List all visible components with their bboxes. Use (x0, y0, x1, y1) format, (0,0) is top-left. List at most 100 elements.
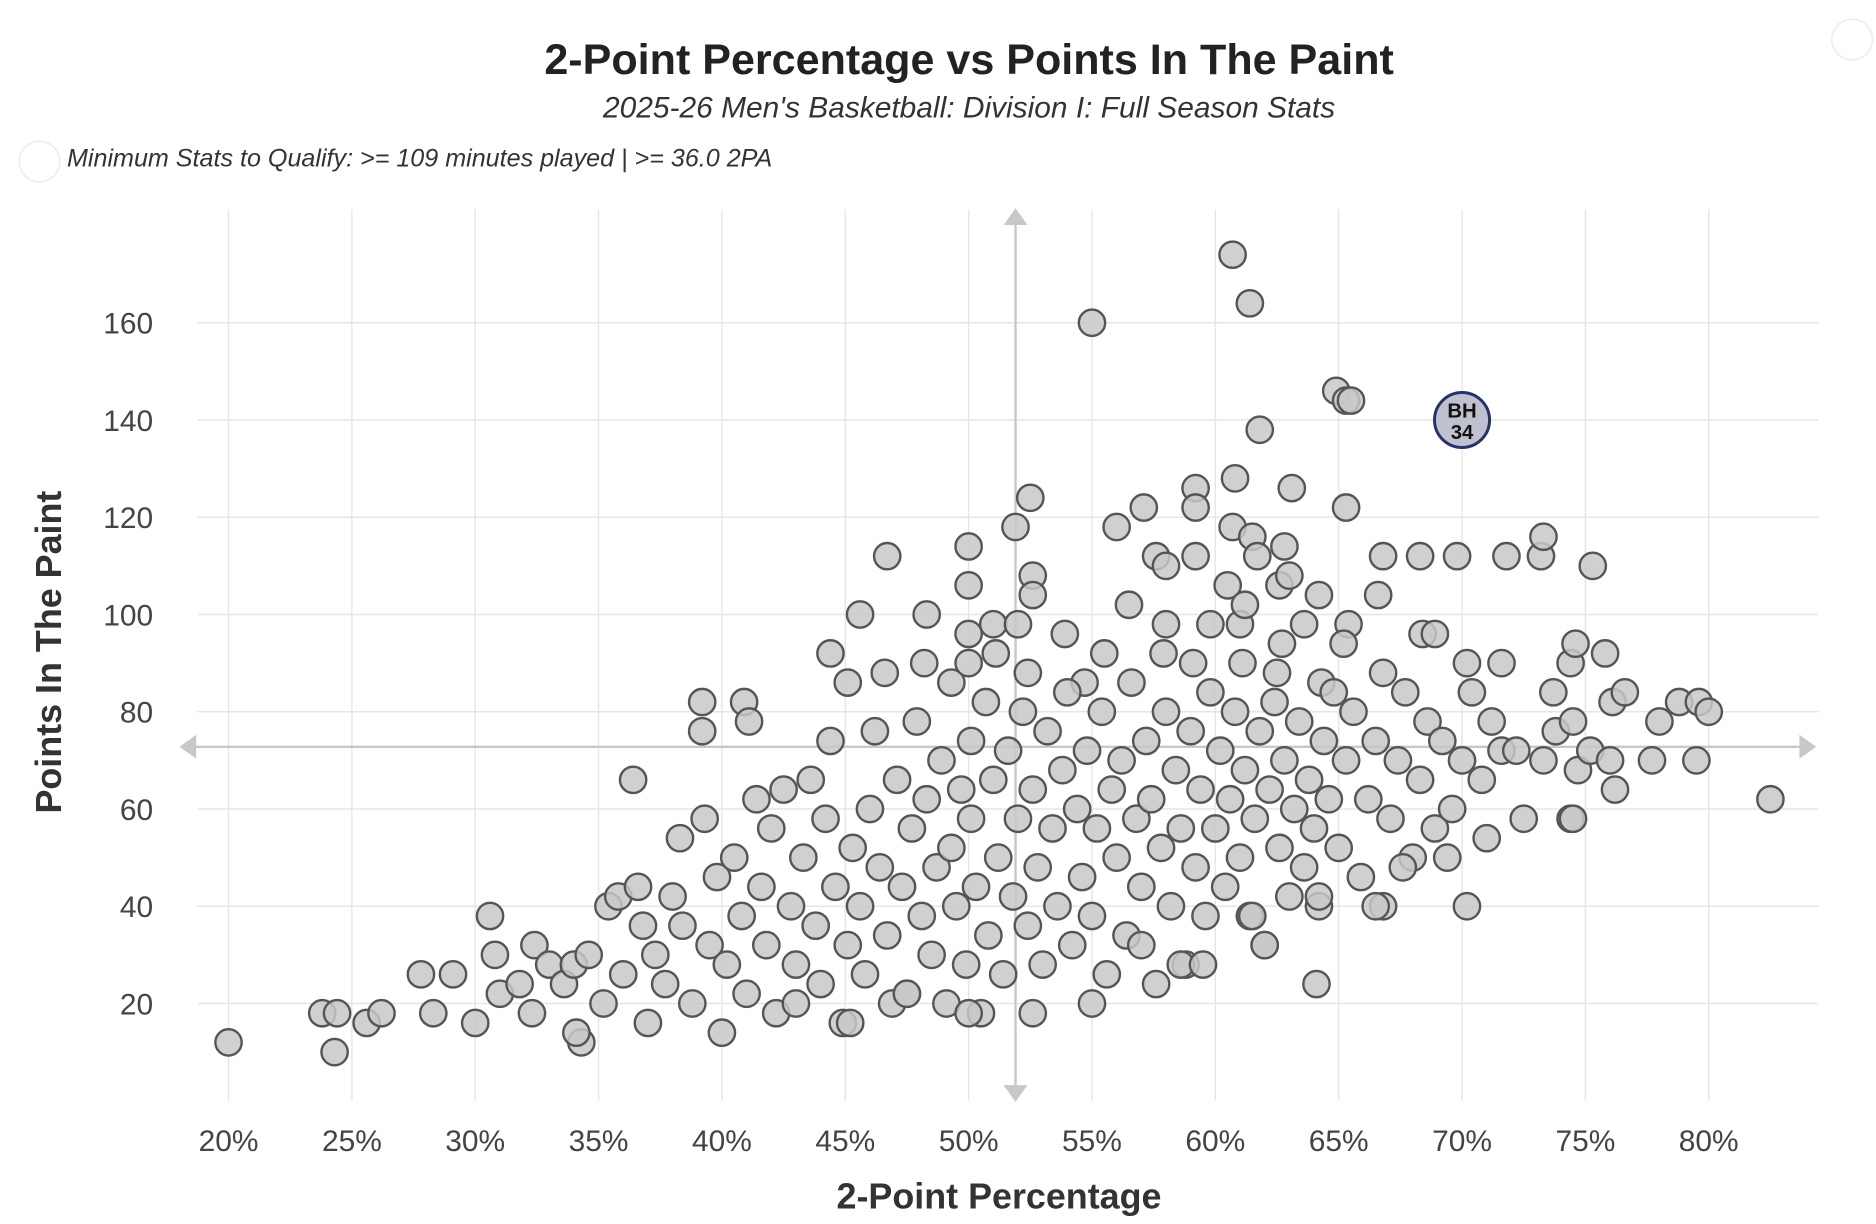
data-point[interactable] (1289, 609, 1319, 639)
data-point[interactable] (1240, 804, 1270, 834)
data-point[interactable] (1097, 775, 1127, 804)
data-point[interactable] (1420, 814, 1450, 843)
data-point[interactable] (702, 862, 732, 892)
data-point[interactable] (974, 921, 1003, 950)
data-point[interactable] (1161, 755, 1191, 785)
data-point[interactable] (1013, 658, 1043, 688)
data-point[interactable] (872, 541, 902, 571)
data-point[interactable] (695, 930, 724, 960)
data-point[interactable] (951, 950, 981, 979)
data-point[interactable] (781, 989, 811, 1018)
data-point[interactable] (796, 765, 826, 795)
data-point[interactable] (320, 1037, 349, 1067)
data-point[interactable] (623, 872, 653, 902)
data-point[interactable] (1018, 580, 1048, 610)
data-point[interactable] (907, 901, 937, 931)
data-point[interactable] (1302, 969, 1331, 999)
data-point[interactable] (1178, 648, 1208, 678)
data-point[interactable] (1146, 833, 1176, 863)
data-point[interactable] (1529, 522, 1558, 552)
data-point[interactable] (1129, 493, 1159, 522)
data-point[interactable] (1191, 901, 1220, 931)
data-point[interactable] (658, 882, 687, 911)
data-point[interactable] (1077, 901, 1107, 931)
data-point[interactable] (882, 765, 912, 795)
data-point[interactable] (1492, 541, 1521, 571)
data-point[interactable] (418, 998, 448, 1028)
data-point[interactable] (835, 1008, 865, 1038)
data-point[interactable] (562, 1018, 591, 1048)
data-point[interactable] (1368, 541, 1398, 571)
data-point[interactable] (1274, 561, 1304, 590)
data-point[interactable] (922, 852, 951, 882)
data-point[interactable] (816, 726, 845, 756)
data-point[interactable] (1682, 746, 1711, 775)
data-point[interactable] (734, 707, 764, 736)
data-point[interactable] (833, 930, 863, 960)
data-point[interactable] (1176, 716, 1206, 746)
data-point[interactable] (956, 726, 986, 756)
data-point[interactable] (1052, 677, 1082, 707)
data-point[interactable] (1578, 551, 1608, 581)
data-point[interactable] (1694, 697, 1724, 727)
data-point[interactable] (1637, 746, 1667, 775)
data-point[interactable] (1245, 716, 1275, 746)
data-point[interactable] (801, 911, 831, 941)
data-point[interactable] (1057, 930, 1087, 960)
data-point[interactable] (806, 969, 835, 999)
data-point[interactable] (480, 940, 510, 970)
data-point[interactable] (946, 775, 976, 804)
data-point[interactable] (954, 532, 983, 561)
data-point[interactable] (1501, 736, 1531, 766)
data-point[interactable] (727, 901, 757, 931)
data-point[interactable] (1363, 580, 1393, 610)
data-point[interactable] (707, 1018, 737, 1048)
data-point[interactable] (1558, 804, 1588, 834)
data-point[interactable] (912, 784, 942, 814)
data-point[interactable] (1314, 784, 1344, 814)
data-point[interactable] (954, 648, 983, 678)
data-point[interactable] (1117, 668, 1146, 697)
data-point[interactable] (719, 843, 749, 872)
data-point[interactable] (1062, 794, 1092, 824)
data-point[interactable] (1126, 872, 1156, 902)
data-point[interactable] (1405, 765, 1435, 795)
data-point[interactable] (1230, 590, 1260, 620)
data-point[interactable] (897, 814, 927, 843)
data-point[interactable] (1235, 288, 1265, 318)
data-point[interactable] (690, 804, 720, 834)
data-point[interactable] (589, 989, 618, 1018)
highlight-marker[interactable] (1433, 391, 1492, 450)
data-point[interactable] (1188, 950, 1218, 979)
data-point[interactable] (742, 784, 771, 814)
data-point[interactable] (1329, 629, 1358, 659)
data-point[interactable] (833, 668, 863, 697)
data-point[interactable] (1368, 658, 1398, 688)
data-point[interactable] (781, 950, 811, 979)
data-point[interactable] (1452, 648, 1482, 678)
data-point[interactable] (1072, 736, 1102, 766)
data-point[interactable] (1043, 891, 1072, 921)
data-point[interactable] (1756, 784, 1785, 814)
data-point[interactable] (1538, 677, 1568, 707)
data-point[interactable] (1427, 726, 1457, 756)
data-point[interactable] (214, 1028, 243, 1057)
data-point[interactable] (1001, 512, 1030, 542)
data-point[interactable] (1230, 755, 1260, 785)
data-point[interactable] (1033, 716, 1062, 746)
data-point[interactable] (756, 814, 786, 843)
data-point[interactable] (1447, 746, 1477, 775)
data-point[interactable] (732, 979, 761, 1009)
data-point[interactable] (912, 600, 942, 629)
data-point[interactable] (1215, 784, 1245, 814)
data-point[interactable] (1361, 726, 1391, 756)
data-point[interactable] (1102, 512, 1132, 542)
data-point[interactable] (628, 911, 658, 941)
data-point[interactable] (1200, 814, 1230, 843)
data-point[interactable] (665, 823, 695, 853)
data-point[interactable] (1260, 687, 1289, 717)
data-point[interactable] (1245, 415, 1275, 445)
data-point[interactable] (1126, 930, 1156, 960)
data-point[interactable] (860, 716, 890, 746)
data-point[interactable] (1018, 775, 1048, 804)
